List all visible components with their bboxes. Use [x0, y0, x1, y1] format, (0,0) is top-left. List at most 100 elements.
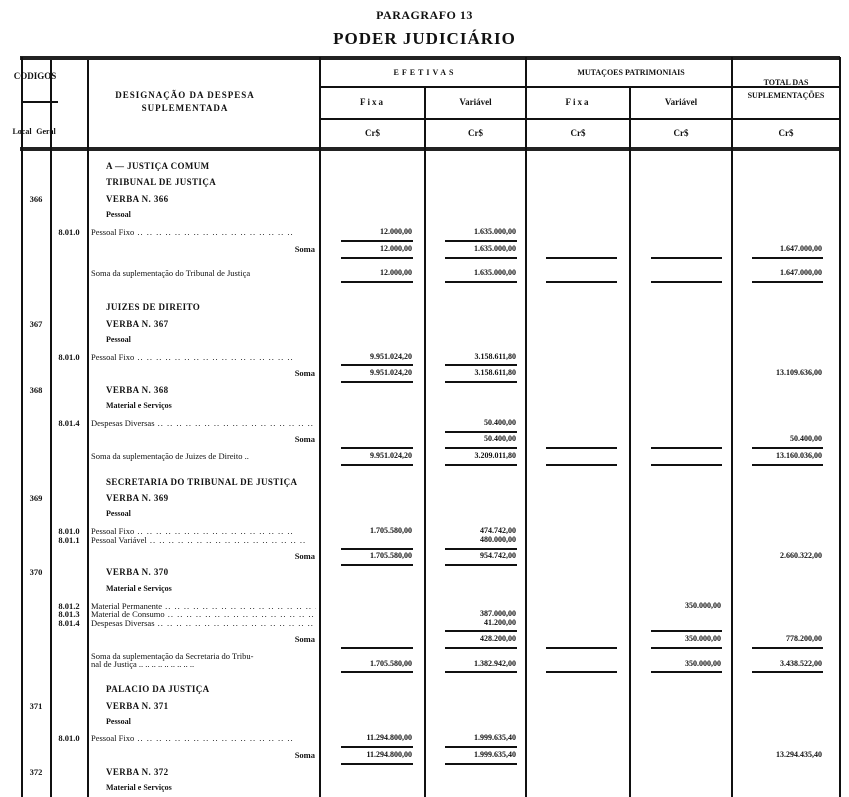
sum-rule — [651, 671, 722, 673]
header-mutacoes: MUTAÇOES PATRIMONIAIS — [577, 67, 685, 77]
description: VERBA N. 369 — [106, 493, 169, 503]
table-row-verba: 370 VERBA N. 370 — [0, 567, 849, 577]
sum-rule — [341, 671, 413, 673]
subheader-rule — [320, 118, 840, 120]
code-geral: 8.01.4 — [58, 418, 80, 428]
description: Despesas Diversas — [91, 418, 316, 428]
sum-rule — [341, 763, 413, 765]
description: Soma — [294, 750, 315, 760]
description: Soma — [294, 551, 315, 561]
currency-label: Cr$ — [673, 127, 689, 138]
table-row-total: Soma da suplementação da Secretaria do T… — [0, 651, 849, 661]
code-local: 371 — [29, 701, 43, 711]
table-row-soma: Soma 12.000,00 1.635.000,00 1.647.000,00 — [0, 244, 849, 254]
total-value: 13.109.636,00 — [776, 368, 822, 377]
total-value: 1.647.000,00 — [780, 268, 822, 277]
code-local: 372 — [29, 767, 43, 777]
table-top-rule — [20, 56, 840, 60]
description: Despesas Diversas — [91, 618, 316, 628]
description: PALACIO DA JUSTIÇA — [106, 684, 210, 694]
table-row-group: Pessoal — [0, 509, 849, 519]
description: Soma da suplementação da Secretaria do T… — [91, 651, 254, 661]
header-mutacoes-fixa: Fixa — [565, 96, 591, 107]
description: Soma — [294, 244, 315, 254]
description: Material e Serviços — [106, 584, 172, 593]
description: TRIBUNAL DE JUSTIÇA — [106, 177, 217, 187]
sum-rule — [445, 381, 517, 383]
sum-rule — [445, 564, 517, 566]
description: Material Permanente — [91, 601, 316, 611]
sum-rule — [651, 447, 722, 449]
column-divider — [50, 60, 52, 797]
total-value: 1.647.000,00 — [780, 244, 822, 253]
sum-rule — [445, 647, 517, 649]
sum-rule — [445, 671, 517, 673]
table-row-item: 8.01.4 Despesas Diversas 50.400,00 — [0, 418, 849, 428]
table-row-section: JUIZES DE DIREITO — [0, 302, 849, 312]
efetivas-variavel-value: 1.635.000,00 — [474, 227, 516, 236]
column-divider — [731, 57, 733, 797]
efetivas-variavel-value: 954.742,00 — [480, 551, 516, 560]
sum-rule — [752, 647, 823, 649]
sum-rule — [445, 763, 517, 765]
description: Soma — [294, 368, 315, 378]
description: Pessoal Fixo — [91, 352, 316, 362]
efetivas-variavel-value: 1.999.635,40 — [474, 750, 516, 759]
sum-rule — [445, 464, 517, 466]
table-row-verba: 367 VERBA N. 367 — [0, 319, 849, 329]
column-divider — [87, 60, 89, 797]
header-efetivas-variavel: Variável — [459, 96, 492, 107]
efetivas-variavel-value: 50.400,00 — [484, 418, 516, 427]
paragraph-heading: PARAGRAFO 13 — [376, 8, 473, 22]
sum-rule — [445, 364, 517, 366]
code-local: 367 — [29, 319, 43, 329]
efetivas-fixa-value: 11.294.800,00 — [366, 750, 412, 759]
sum-rule — [445, 447, 517, 449]
mutacoes-variavel-value: 350.000,00 — [685, 659, 721, 668]
table-row-group: Pessoal — [0, 335, 849, 345]
header-total: TOTAL DAS SUPLEMENTAÇÕES — [747, 78, 825, 100]
total-value: 778.200,00 — [786, 634, 822, 643]
table-row-group: Pessoal — [0, 717, 849, 727]
table-row-total: Soma da suplementação de Juizes de Direi… — [0, 451, 849, 461]
description: nal de Justiça .. .. .. .. .. .. .. .. .… — [91, 659, 195, 669]
page-title: PODER JUDICIÁRIO — [333, 29, 516, 48]
code-local: 368 — [29, 385, 43, 395]
total-value: 13.294.435,40 — [776, 750, 822, 759]
code-local: 366 — [29, 194, 43, 204]
table-row-soma: Soma 428.200,00 350.000,00 778.200,00 — [0, 634, 849, 644]
group-rule — [320, 86, 840, 88]
sum-rule — [445, 257, 517, 259]
efetivas-fixa-value: 1.705.580,00 — [370, 526, 412, 535]
efetivas-variavel-value: 480.000,00 — [480, 535, 516, 544]
sum-rule — [341, 381, 413, 383]
table-row-soma: Soma 1.705.580,00 954.742,00 2.660.322,00 — [0, 551, 849, 561]
efetivas-fixa-value: 1.705.580,00 — [370, 659, 412, 668]
efetivas-variavel-value: 474.742,00 — [480, 526, 516, 535]
currency-label: Cr$ — [468, 127, 483, 138]
code-geral: 8.01.0 — [58, 352, 80, 362]
table-row-section: PALACIO DA JUSTIÇA — [0, 684, 849, 694]
table-row-item: 8.01.4 Despesas Diversas 41.200,00 — [0, 618, 849, 628]
code-geral: 8.01.0 — [58, 733, 80, 743]
column-divider — [839, 57, 841, 797]
description: Pessoal — [106, 509, 131, 518]
description: Pessoal — [106, 717, 131, 726]
efetivas-fixa-value: 9.951.024,20 — [370, 451, 412, 460]
efetivas-fixa-value: 12.000,00 — [380, 244, 412, 253]
description: Pessoal Variável — [91, 535, 316, 545]
column-divider — [319, 57, 321, 797]
sum-rule — [341, 464, 413, 466]
table-row-item: 8.01.0 Pessoal Fixo 12.000,00 1.635.000,00 — [0, 227, 849, 237]
efetivas-variavel-value: 1.635.000,00 — [474, 268, 516, 277]
sum-rule — [445, 746, 517, 748]
table-row-item: 8.01.3 Material de Consumo 387.000,00 — [0, 609, 849, 619]
header-codigos: CODIGOS — [13, 70, 57, 81]
code-geral: 8.01.0 — [58, 227, 80, 237]
sum-rule — [445, 281, 517, 283]
table-row-total2: nal de Justiça .. .. .. .. .. .. .. .. .… — [0, 659, 849, 669]
table-row-group: Material e Serviços — [0, 584, 849, 594]
efetivas-variavel-value: 387.000,00 — [480, 609, 516, 618]
sum-rule — [752, 464, 823, 466]
header-efetivas-fixa: Fixa — [360, 96, 385, 107]
